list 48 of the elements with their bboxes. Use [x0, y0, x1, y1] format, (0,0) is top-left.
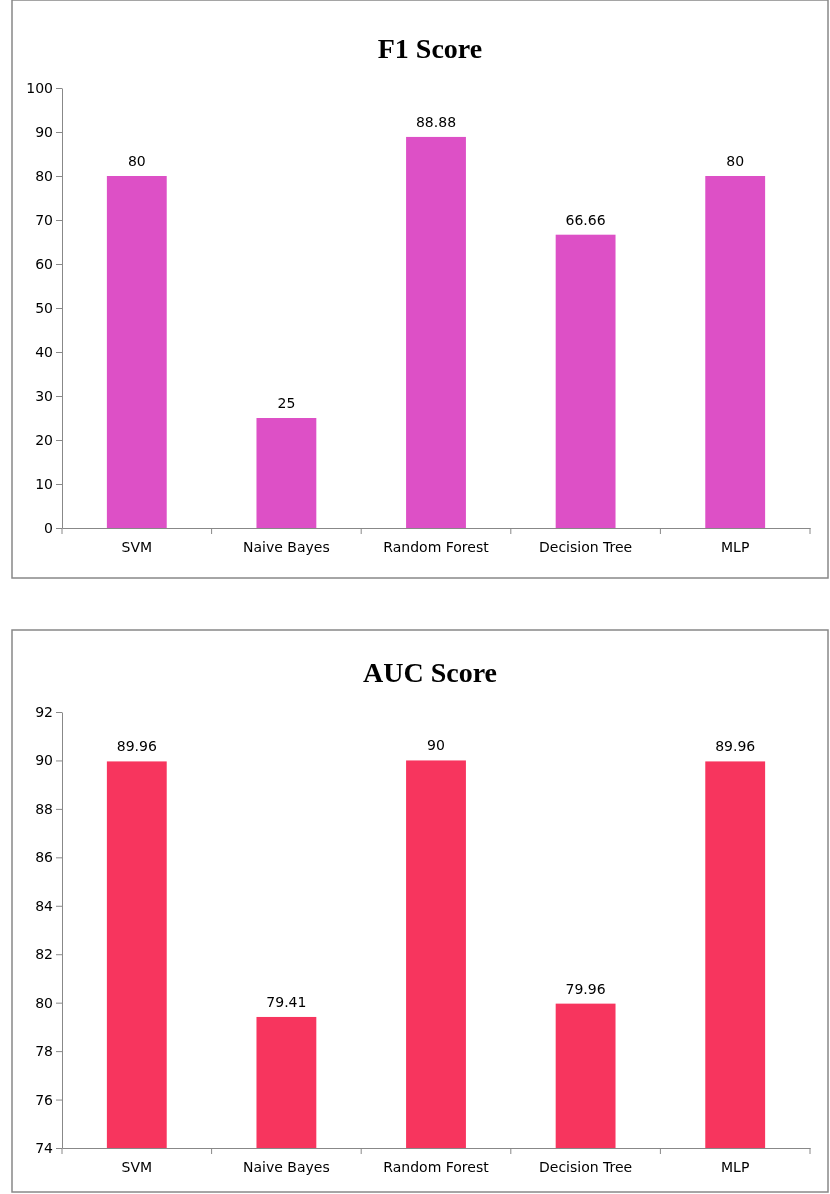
y-tick-label: 10: [35, 475, 53, 492]
y-tick-label: 70: [35, 211, 53, 228]
bar: [256, 418, 317, 528]
x-tick-label: SVM: [121, 538, 153, 555]
y-tick-label: 40: [35, 343, 53, 360]
x-tick-label: Naive Bayes: [243, 1158, 330, 1175]
data-label: 80: [127, 153, 146, 169]
x-tick-label: Decision Tree: [538, 538, 633, 555]
y-tick-label: 82: [35, 946, 53, 963]
y-tick-label: 88: [35, 800, 53, 817]
y-tick-label: 86: [35, 849, 54, 866]
y-tick-label: 20: [35, 431, 53, 448]
data-label: 89.96: [116, 738, 157, 755]
chart-title: AUC Score: [362, 657, 498, 688]
data-label: 89.96: [715, 738, 756, 755]
bar: [406, 136, 466, 528]
y-tick-label: 76: [35, 1091, 54, 1108]
data-label: 25: [277, 395, 296, 411]
y-tick-label: 90: [35, 752, 53, 769]
y-tick-label: 74: [35, 1139, 54, 1156]
bar: [106, 176, 167, 528]
y-tick-label: 0: [44, 519, 53, 536]
bar: [705, 176, 766, 528]
chart-title: F1 Score: [377, 33, 483, 64]
data-label: 90: [427, 737, 445, 754]
y-tick-label: 80: [35, 167, 53, 184]
data-label: 88.88: [415, 113, 457, 130]
x-tick-label: Random Forest: [383, 1158, 490, 1175]
y-tick-label: 80: [35, 994, 53, 1011]
x-tick-label: MLP: [721, 538, 750, 555]
x-tick-label: SVM: [121, 1158, 153, 1175]
x-tick-label: Random Forest: [383, 538, 490, 555]
data-label: 79.96: [565, 980, 606, 997]
y-tick-label: 50: [35, 299, 53, 316]
data-label: 79.41: [266, 993, 307, 1010]
data-label: 80: [726, 153, 745, 169]
y-tick-label: 78: [35, 1043, 53, 1060]
y-tick-label: 84: [35, 897, 54, 914]
y-tick-label: 60: [35, 255, 53, 272]
x-tick-label: Naive Bayes: [243, 538, 330, 555]
x-tick-label: MLP: [721, 1158, 750, 1175]
y-tick-label: 92: [35, 703, 53, 720]
data-label: 66.66: [565, 211, 606, 228]
x-tick-label: Decision Tree: [538, 1158, 633, 1175]
y-tick-label: 30: [35, 387, 53, 404]
y-tick-label: 100: [26, 79, 53, 96]
y-tick-label: 90: [35, 123, 53, 140]
bar: [555, 234, 616, 528]
